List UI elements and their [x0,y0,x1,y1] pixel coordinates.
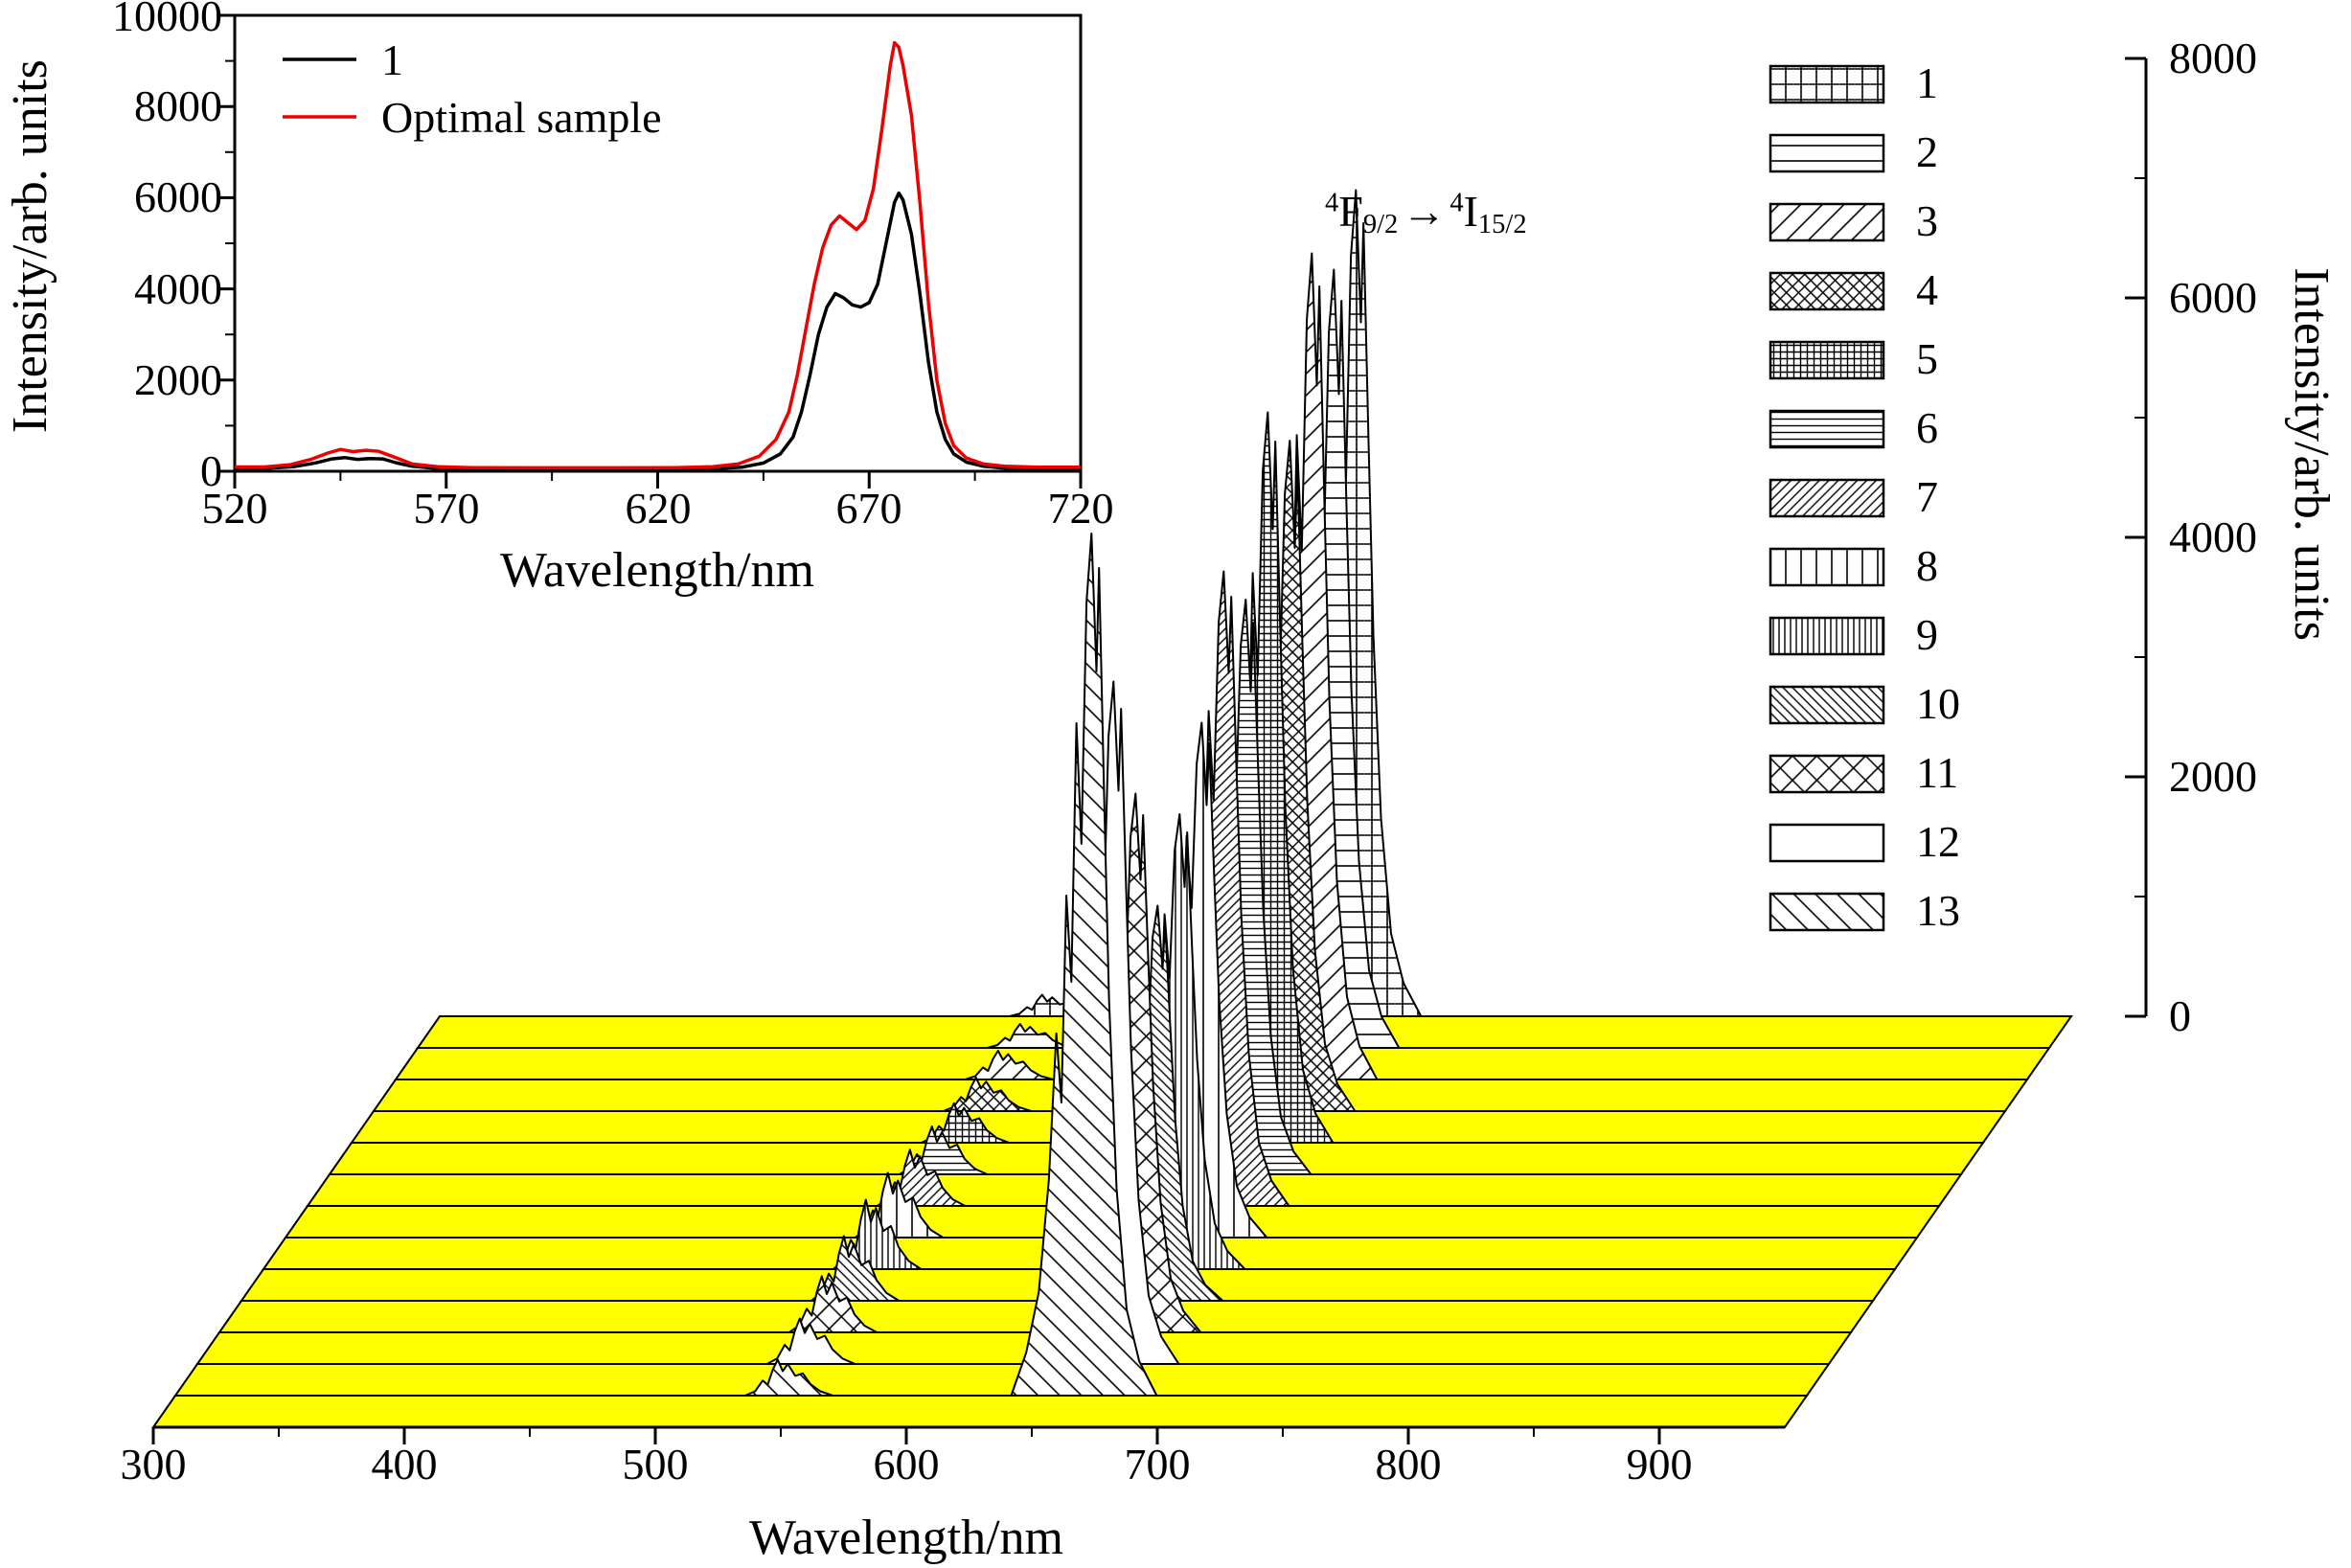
annotation-term1: F [1338,187,1363,236]
main-y-tick-4000: 4000 [2169,512,2257,561]
annotation-term2: I [1463,187,1478,236]
legend-label-8: 8 [1916,541,1938,590]
annotation-sup1: 4 [1325,188,1339,218]
inset-y-axis-title: Intensity/arb. units [2,59,57,434]
main-x-tick-600: 600 [873,1440,940,1488]
inset-y-tick-2000: 2000 [134,355,222,404]
legend-label-12: 12 [1916,817,1960,866]
annotation-sup2: 4 [1449,188,1464,218]
legend-label-13: 13 [1916,886,1960,935]
annotation-sub1: 9/2 [1362,210,1399,240]
legend-label-10: 10 [1916,679,1960,728]
legend-label-7: 7 [1916,472,1938,521]
main-x-tick-800: 800 [1375,1440,1442,1488]
legend-label-3: 3 [1916,196,1938,245]
legend-label-5: 5 [1916,334,1938,383]
main-y-tick-2000: 2000 [2169,752,2257,801]
legend-label-2: 2 [1916,127,1938,176]
main-x-tick-500: 500 [622,1440,689,1488]
legend-label-1: 1 [1916,58,1938,107]
inset-legend-label-1: 1 [381,35,403,84]
main-y-tick-0: 0 [2169,991,2191,1040]
main-x-axis-title: Wavelength/nm [749,1511,1063,1565]
inset-legend-label-optimal: Optimal sample [381,93,662,142]
main-x-tick-300: 300 [120,1440,187,1488]
annotation-sub2: 15/2 [1477,210,1527,240]
inset-x-tick-520: 520 [201,484,268,533]
inset-x-tick-720: 720 [1047,484,1114,533]
annotation-arrow: → [1402,187,1447,236]
main-x-tick-400: 400 [371,1440,438,1488]
transition-annotation: 4F9/2→ 4I15/2 [1325,188,1527,240]
inset-x-tick-670: 670 [835,484,902,533]
inset-y-tick-0: 0 [200,446,222,495]
main-x-tick-900: 900 [1626,1440,1693,1488]
main-y-tick-8000: 8000 [2169,34,2257,82]
legend-label-11: 11 [1916,748,1959,797]
inset-y-tick-8000: 8000 [134,81,222,130]
inset-x-axis-title: Wavelength/nm [500,543,814,598]
inset-x-tick-570: 570 [413,484,480,533]
inset-y-tick-6000: 6000 [134,172,222,221]
legend-label-6: 6 [1916,403,1938,452]
main-x-tick-700: 700 [1124,1440,1191,1488]
inset-y-tick-10000: 10000 [112,0,222,40]
inset-x-tick-620: 620 [625,484,692,533]
inset-y-tick-4000: 4000 [134,264,222,313]
legend-label-9: 9 [1916,610,1938,659]
main-y-axis-title: Intensity/arb. units [2284,267,2340,642]
main-y-tick-6000: 6000 [2169,273,2257,322]
legend-label-4: 4 [1916,265,1938,314]
